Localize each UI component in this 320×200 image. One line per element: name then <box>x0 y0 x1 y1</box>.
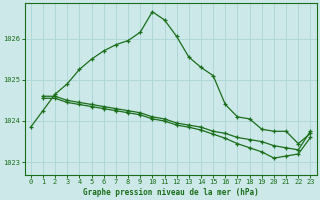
X-axis label: Graphe pression niveau de la mer (hPa): Graphe pression niveau de la mer (hPa) <box>83 188 259 197</box>
